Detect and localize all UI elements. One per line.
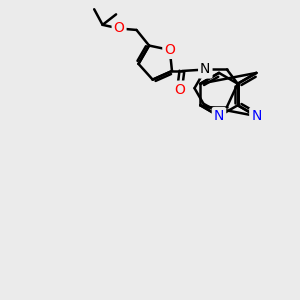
Text: O: O bbox=[164, 43, 175, 57]
Text: N: N bbox=[251, 109, 262, 123]
Text: O: O bbox=[174, 82, 185, 97]
Text: N: N bbox=[214, 109, 224, 123]
Text: N: N bbox=[200, 62, 211, 76]
Text: O: O bbox=[114, 22, 124, 35]
